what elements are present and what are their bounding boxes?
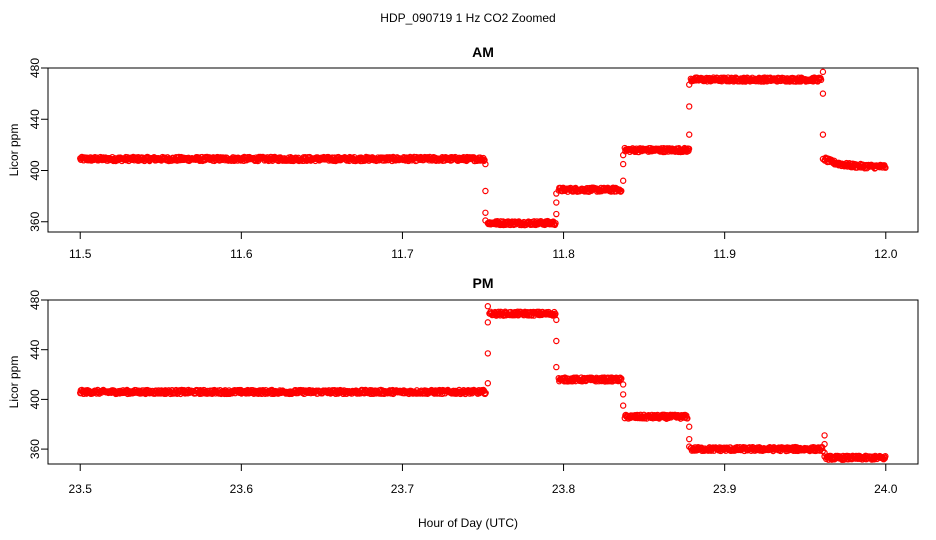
data-point	[619, 151, 627, 159]
data-point	[553, 210, 560, 218]
data-point	[686, 423, 693, 430]
y-tick-label: 360	[28, 439, 42, 459]
data-point	[553, 190, 560, 197]
data-point	[819, 131, 827, 138]
y-axis-label: Licor ppm	[7, 356, 21, 409]
data-point	[619, 177, 627, 184]
data-point	[618, 375, 625, 382]
data-point	[619, 381, 627, 388]
data-point	[819, 68, 827, 76]
x-axis-label: Hour of Day (UTC)	[418, 516, 518, 530]
y-tick-label: 440	[28, 339, 42, 359]
y-tick-label: 360	[28, 211, 42, 231]
figure-title: HDP_090719 1 Hz CO2 Zoomed	[380, 11, 555, 25]
x-tick-label: 11.6	[230, 247, 253, 261]
data-point	[882, 164, 889, 171]
x-tick-label: 23.6	[230, 482, 254, 496]
data-point	[882, 453, 889, 460]
data-point	[482, 217, 489, 224]
x-tick-label: 11.5	[69, 247, 92, 261]
x-tick-label: 12.0	[874, 247, 898, 261]
x-tick-label: 11.8	[552, 247, 575, 261]
x-tick-label: 23.7	[391, 482, 415, 496]
data-point	[686, 81, 693, 88]
data-point	[482, 187, 489, 195]
y-tick-label: 400	[28, 160, 42, 180]
data-point	[686, 103, 693, 110]
data-point	[686, 131, 693, 138]
x-tick-label: 24.0	[874, 482, 898, 496]
data-point	[484, 380, 492, 387]
data-point	[553, 337, 560, 345]
y-tick-label: 440	[28, 109, 42, 129]
data-points	[77, 68, 889, 229]
y-axis-label: Licor ppm	[7, 124, 21, 177]
data-point	[552, 219, 559, 227]
data-point	[686, 435, 693, 443]
data-point	[686, 443, 693, 450]
data-point	[553, 363, 560, 371]
data-point	[817, 76, 825, 84]
data-point	[482, 389, 489, 397]
data-point	[553, 199, 560, 206]
data-point	[484, 319, 492, 326]
panel-title: AM	[472, 44, 494, 60]
x-tick-label: 23.5	[69, 482, 93, 496]
data-point	[553, 316, 560, 324]
x-tick-label: 11.7	[391, 247, 414, 261]
data-point	[619, 391, 627, 398]
x-tick-label: 23.8	[552, 482, 576, 496]
data-point	[819, 155, 827, 163]
data-point	[482, 209, 489, 216]
data-point	[482, 160, 489, 168]
data-point	[484, 303, 492, 310]
x-tick-label: 11.9	[713, 247, 736, 261]
x-tick-label: 23.9	[713, 482, 737, 496]
data-point	[821, 440, 828, 448]
chart-am: AM 11.5 11.6 11.7 11.8 11.9 12.0 360 400 440 480 Li…	[7, 44, 919, 261]
y-tick-label: 480	[28, 58, 42, 78]
data-point	[684, 415, 691, 422]
data-point	[821, 449, 828, 457]
data-point	[619, 160, 627, 168]
y-tick-label: 480	[28, 290, 42, 310]
panel-title: PM	[473, 275, 494, 291]
data-point	[819, 447, 826, 455]
data-points	[77, 303, 889, 463]
chart-pm: PM 23.5 23.6 23.7 23.8 23.9 24.0 360 400 440 480 Li…	[7, 275, 919, 496]
plot-frame	[47, 67, 919, 233]
data-point	[821, 432, 828, 439]
data-point	[552, 310, 559, 318]
data-point	[819, 90, 827, 97]
plot-frame	[47, 299, 919, 465]
data-point	[619, 402, 627, 409]
data-point	[821, 453, 828, 460]
data-point	[481, 156, 488, 164]
data-point	[685, 145, 693, 153]
data-point	[484, 350, 492, 357]
data-point	[618, 187, 625, 195]
y-tick-label: 400	[28, 389, 42, 409]
